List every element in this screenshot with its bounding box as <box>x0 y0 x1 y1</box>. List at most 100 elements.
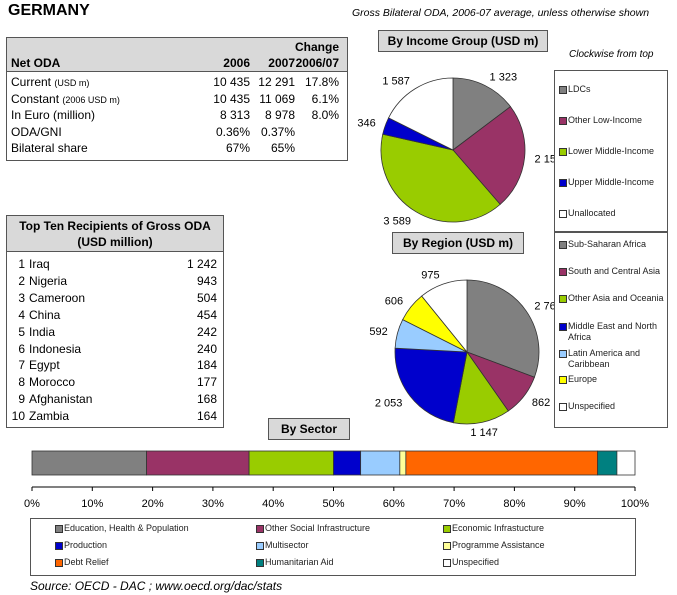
recipient-name: Afghanistan <box>29 392 93 407</box>
recipient-rank: 8 <box>18 375 25 390</box>
legend-label: South and Central Asia <box>568 266 661 276</box>
row-unit: (2006 USD m) <box>62 94 120 105</box>
x-tick-label: 80% <box>503 498 525 510</box>
sector-bar-chart: 0% 10% 20% 30% 40% 50% 60% 70% 80% 90% 100% <box>24 450 649 510</box>
value-2006: 67% <box>225 141 250 155</box>
pie-value-label: 1 147 <box>470 427 498 439</box>
legend-label: Programme Assistance <box>452 540 545 550</box>
net-oda-table: Net ODA 2006 2007 Change 2006/07 Current… <box>6 37 348 161</box>
recipient-rank: 7 <box>18 358 25 373</box>
recipient-value: 164 <box>196 409 217 424</box>
recipient-value: 168 <box>196 392 217 407</box>
legend-swatch <box>559 376 567 384</box>
legend-swatch <box>55 542 63 550</box>
legend-label: Lower Middle-Income <box>568 146 655 156</box>
top-recipients-title: Top Ten Recipients of Gross ODA <box>19 219 211 233</box>
recipient-rank: 6 <box>18 341 25 356</box>
legend-swatch <box>443 525 451 533</box>
recipient-row: 6 Indonesia 240 <box>7 342 223 359</box>
legend-label: Other Low-Income <box>568 115 643 125</box>
pie-value-label: 2 761 <box>534 300 555 312</box>
legend-swatch <box>559 350 567 358</box>
net-oda-row: Constant (2006 USD m) 10 435 11 069 6.1% <box>7 92 347 108</box>
legend-swatch <box>559 268 567 276</box>
legend-swatch <box>559 403 567 411</box>
income-chart-title: By Income Group (USD m) <box>378 30 548 52</box>
value-change: 6.1% <box>311 91 339 106</box>
recipient-name: Nigeria <box>29 273 68 288</box>
recipient-rank: 2 <box>18 273 25 288</box>
pie-slice <box>388 77 454 151</box>
recipient-row: 7 Egypt 184 <box>7 358 223 375</box>
top-recipients-header: Top Ten Recipients of Gross ODA (USD mil… <box>7 216 223 252</box>
legend-label: Unspecified <box>568 401 616 411</box>
x-tick-label: 60% <box>383 498 405 510</box>
legend-label: Multisector <box>265 540 309 550</box>
legend-label: Latin America and Caribbean <box>568 348 641 369</box>
recipient-row: 5 India 242 <box>7 325 223 342</box>
x-tick-label: 20% <box>142 498 164 510</box>
recipient-name: Iraq <box>29 257 50 271</box>
legend-swatch <box>443 542 451 550</box>
value-2007: 65% <box>270 141 295 155</box>
pie-value-label: 606 <box>385 296 403 308</box>
recipient-rank: 9 <box>18 392 25 407</box>
x-tick-label: 100% <box>621 498 649 510</box>
value-2007: 0.37% <box>260 124 295 139</box>
col-2006: 2006 <box>223 56 250 70</box>
row-label: Bilateral share <box>11 141 88 155</box>
recipient-rank: 4 <box>18 307 25 322</box>
recipient-value: 184 <box>196 358 217 373</box>
sector-bar-segment <box>597 450 618 476</box>
x-tick-label: 40% <box>262 498 284 510</box>
sector-bar-segment <box>360 450 401 476</box>
recipient-rank: 10 <box>11 409 25 424</box>
pie-value-label: 1 323 <box>490 72 518 84</box>
pie-slice <box>452 350 509 425</box>
country-title: GERMANY <box>8 2 90 19</box>
legend-label: Unspecified <box>452 557 500 567</box>
sector-legend: Education, Health & Population Other Soci… <box>30 518 636 576</box>
pie-slice <box>466 279 540 378</box>
row-label: Constant (2006 USD m) <box>11 91 120 106</box>
legend-swatch <box>443 559 451 567</box>
value-2006: 10 435 <box>213 75 250 89</box>
legend-label: Education, Health & Population <box>64 523 189 533</box>
recipient-row: 10 Zambia 164 <box>7 409 223 426</box>
value-change: 8.0% <box>311 108 339 122</box>
recipient-rank: 1 <box>18 257 25 271</box>
row-label: ODA/GNI <box>11 124 62 139</box>
legend-label: Production <box>64 540 108 550</box>
value-change: 17.8% <box>304 75 339 89</box>
net-oda-title: Net ODA <box>11 56 61 70</box>
value-2007: 8 978 <box>264 108 295 122</box>
legend-swatch <box>256 559 264 567</box>
recipient-name: Egypt <box>29 358 60 373</box>
x-tick-label: 50% <box>322 498 344 510</box>
value-2006: 10 435 <box>213 91 250 106</box>
legend-label: Upper Middle-Income <box>568 177 655 187</box>
recipient-row: 8 Morocco 177 <box>7 375 223 392</box>
pie-value-label: 346 <box>357 118 375 130</box>
row-unit: (USD m) <box>54 78 90 88</box>
legend-label: LDCs <box>568 84 591 94</box>
recipient-value: 240 <box>196 341 217 356</box>
x-tick-label: 30% <box>202 498 224 510</box>
recipient-row: 3 Cameroon 504 <box>7 291 223 308</box>
recipient-row: 1 Iraq 1 242 <box>7 257 223 274</box>
legend-swatch <box>559 148 567 156</box>
sector-bar-segment <box>399 450 407 476</box>
net-oda-row: Bilateral share 67% 65% <box>7 141 347 157</box>
recipient-name: Indonesia <box>29 341 82 356</box>
legend-swatch <box>559 86 567 94</box>
pie-value-label: 862 <box>532 397 550 409</box>
pie-slice <box>452 77 512 151</box>
pie-value-label: 592 <box>369 326 387 338</box>
pie-value-label: 2 053 <box>375 398 403 410</box>
pie-value-label: 3 589 <box>383 215 411 227</box>
legend-swatch <box>256 542 264 550</box>
recipient-rank: 3 <box>18 290 25 305</box>
recipient-row: 4 China 454 <box>7 308 223 325</box>
recipient-row: 2 Nigeria 943 <box>7 274 223 291</box>
legend-label: Unallocated <box>568 208 616 218</box>
